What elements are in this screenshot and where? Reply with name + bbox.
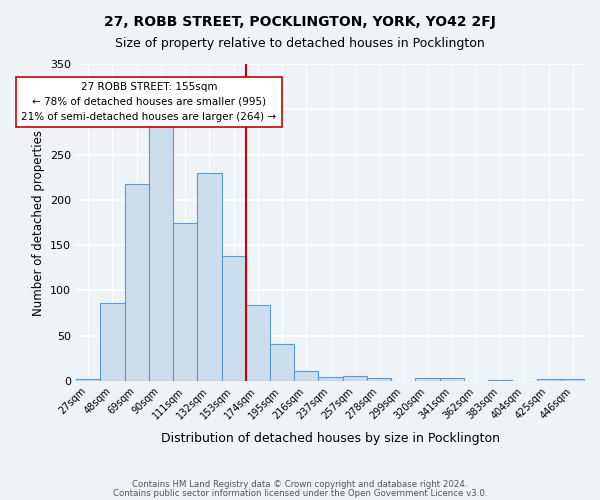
- Bar: [221, 256, 246, 381]
- Text: 27, ROBB STREET, POCKLINGTON, YORK, YO42 2FJ: 27, ROBB STREET, POCKLINGTON, YORK, YO42…: [104, 15, 496, 29]
- Bar: [319, 378, 343, 381]
- Bar: [561, 379, 585, 381]
- Y-axis label: Number of detached properties: Number of detached properties: [32, 130, 44, 316]
- Bar: [415, 378, 440, 381]
- Bar: [440, 378, 464, 381]
- Bar: [76, 379, 100, 381]
- Text: Contains public sector information licensed under the Open Government Licence v3: Contains public sector information licen…: [113, 488, 487, 498]
- Bar: [100, 303, 125, 381]
- Bar: [197, 172, 221, 381]
- Bar: [173, 224, 197, 381]
- Text: Contains HM Land Registry data © Crown copyright and database right 2024.: Contains HM Land Registry data © Crown c…: [132, 480, 468, 489]
- Text: 27 ROBB STREET: 155sqm
← 78% of detached houses are smaller (995)
21% of semi-de: 27 ROBB STREET: 155sqm ← 78% of detached…: [21, 82, 277, 122]
- Text: Size of property relative to detached houses in Pocklington: Size of property relative to detached ho…: [115, 38, 485, 51]
- Bar: [246, 305, 270, 381]
- X-axis label: Distribution of detached houses by size in Pocklington: Distribution of detached houses by size …: [161, 432, 500, 445]
- Bar: [125, 184, 149, 381]
- Bar: [294, 371, 319, 381]
- Bar: [149, 124, 173, 381]
- Bar: [343, 376, 367, 381]
- Bar: [270, 344, 294, 381]
- Bar: [536, 379, 561, 381]
- Bar: [488, 380, 512, 381]
- Bar: [367, 378, 391, 381]
